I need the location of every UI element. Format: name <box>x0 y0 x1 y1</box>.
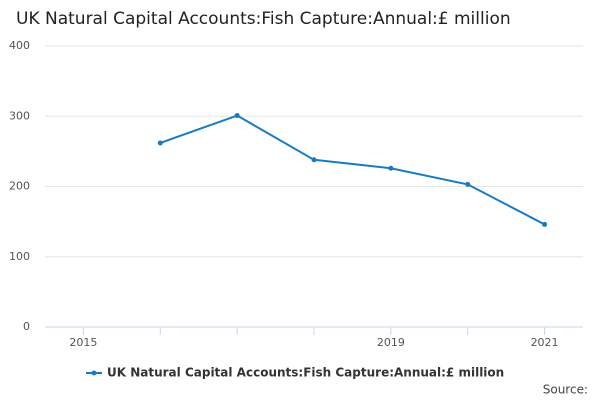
source: Source: <box>543 383 588 397</box>
x-tick-label: 2015 <box>69 336 97 349</box>
y-tick-label: 200 <box>9 180 30 193</box>
y-tick-label: 300 <box>9 109 30 122</box>
x-tick-label: 2019 <box>377 336 405 349</box>
x-tick-label: 2021 <box>531 336 559 349</box>
point <box>157 140 163 146</box>
line <box>159 114 546 226</box>
legend-symbol <box>91 370 97 376</box>
point <box>465 181 471 187</box>
y-tick-label: 0 <box>23 320 30 333</box>
point <box>542 221 548 227</box>
point <box>234 113 240 119</box>
point <box>388 165 394 171</box>
point <box>311 157 317 163</box>
y-tick-label: 100 <box>9 250 30 263</box>
y-tick-label: 400 <box>9 39 30 52</box>
legend-label: UK Natural Capital Accounts:Fish Capture… <box>107 366 504 380</box>
chart-title: UK Natural Capital Accounts:Fish Capture… <box>16 9 511 29</box>
